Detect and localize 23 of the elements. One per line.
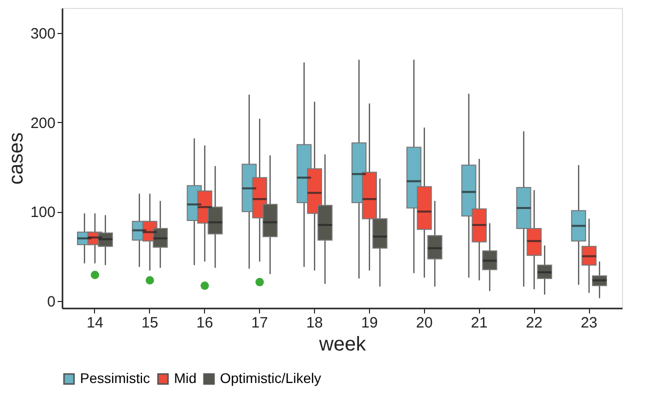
x-tick-label: 18 xyxy=(306,314,323,332)
x-tick-label: 14 xyxy=(86,314,104,332)
point xyxy=(200,282,209,290)
x-axis-title: week xyxy=(318,334,367,356)
y-tick-label: 100 xyxy=(30,204,56,222)
x-tick-label: 20 xyxy=(416,314,433,332)
x-tick-label: 17 xyxy=(251,314,268,332)
x-tick-label: 23 xyxy=(580,314,598,332)
x-tick-label: 15 xyxy=(142,314,158,332)
x-tick-label: 21 xyxy=(470,314,488,332)
legend-label: Pessimistic xyxy=(80,370,150,386)
legend-label: Mid xyxy=(174,370,197,386)
point xyxy=(90,270,100,280)
legend-label: Optimistic/Likely xyxy=(220,370,322,386)
y-axis-title: cases xyxy=(5,132,28,185)
point xyxy=(255,278,264,286)
x-tick-label: 19 xyxy=(361,314,378,332)
y-tick-label: 300 xyxy=(30,26,56,42)
y-tick-label: 0 xyxy=(47,293,56,310)
y-tick-label: 200 xyxy=(30,114,56,132)
x-tick-label: 16 xyxy=(196,314,214,332)
x-tick-label: 22 xyxy=(526,314,542,332)
point xyxy=(146,276,154,284)
